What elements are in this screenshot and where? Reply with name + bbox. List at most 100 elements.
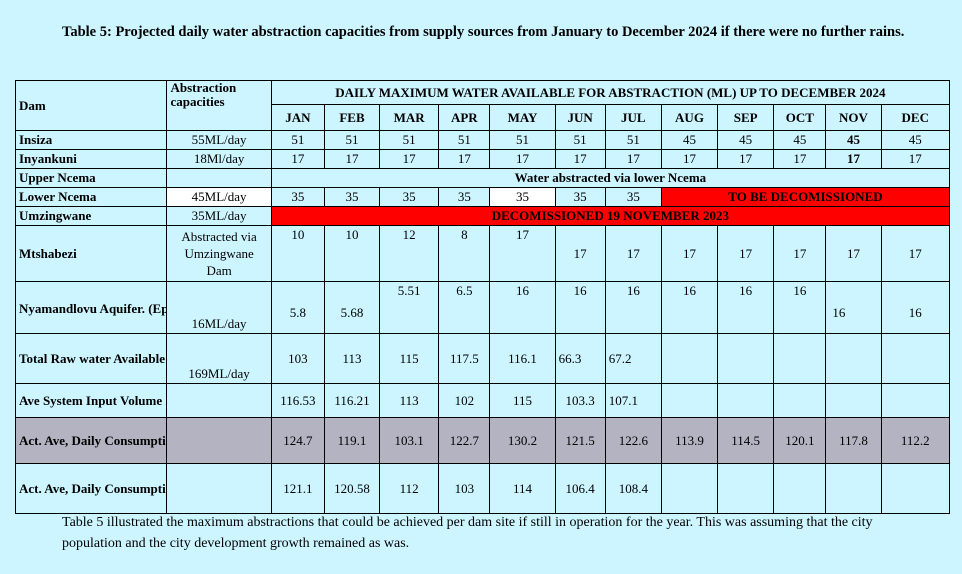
value-cell: 122.7 [438,417,491,464]
value-cell: 51 [489,130,556,150]
value-cell: 106.4 [554,463,606,514]
value-cell: 5.68 [323,281,381,334]
value-cell: 113.9 [660,417,719,464]
value-cell: 102 [438,383,491,418]
month-header: JUL [604,104,662,131]
value-cell: 10 [323,225,381,282]
value-cell: 45 [773,130,827,150]
value-cell: 116.53 [270,383,325,418]
value-cell: 6.5 [438,281,491,334]
month-header: OCT [773,104,827,131]
value-cell: 17 [270,149,325,169]
dam-name: Total Raw water Available for Treatment … [14,333,168,384]
value-cell [660,333,719,384]
dam-name: Umzingwane [14,206,168,226]
capacity-cell: 169ML/day [166,333,272,384]
value-cell [773,383,827,418]
table-row-act-2023: Act. Ave, Daily Consumption 2023 (ML/d) … [14,417,951,464]
dam-header: Dam [14,80,168,131]
value-cell: 17 [489,149,556,169]
dam-name: Ave System Input Volume 2024 (ML/d) [14,383,168,418]
value-cell: 114.5 [717,417,775,464]
dam-name: Upper Ncema [14,168,168,188]
value-cell [717,383,775,418]
dam-name: Lower Ncema [14,187,168,207]
value-cell [825,333,882,384]
value-cell: 122.6 [604,417,662,464]
value-cell: 35 [323,187,381,207]
capacity-cell [166,417,272,464]
value-cell: 66.3 [554,333,606,384]
value-cell [660,383,719,418]
capacity-cell [166,383,272,418]
value-cell: 116.1 [489,333,556,384]
value-cell: 17 [880,149,951,169]
month-header: JAN [270,104,325,131]
months-row: JAN FEB MAR APR MAY JUN JUL AUG SEP OCT … [16,104,951,131]
value-cell: 17 [660,225,719,282]
table-row-upper-ncema: Upper Ncema Water abstracted via lower N… [14,168,951,188]
value-cell: 17 [660,149,719,169]
value-cell: 35 [438,187,491,207]
month-header: APR [438,104,491,131]
value-cell: 117.5 [438,333,491,384]
capacity-cell: 45ML/day [166,187,272,207]
value-cell: 16 [660,281,719,334]
month-header: MAY [489,104,556,131]
value-cell: 51 [554,130,606,150]
value-cell: 16 [717,281,775,334]
value-cell: 114 [489,463,556,514]
table-row-mtshabezi: Mtshabezi Abstracted via Umzingwane Dam … [14,225,951,282]
value-cell: 16 [825,281,882,334]
value-cell: 17 [773,225,827,282]
capacity-cell [166,168,272,188]
value-cell [825,383,882,418]
value-cell: 35 [604,187,662,207]
value-cell [773,463,827,514]
capacity-cell [166,463,272,514]
water-abstraction-table: Dam Abstraction capacities DAILY MAXIMUM… [14,80,951,514]
value-cell: 103 [438,463,491,514]
month-header: JUN [554,104,606,131]
capacity-header: Abstraction capacities [166,80,272,131]
table-row-lower-ncema: Lower Ncema 45ML/day 35 35 35 35 35 35 3… [14,187,951,207]
value-cell: 119.1 [323,417,381,464]
value-cell: 45 [717,130,775,150]
header-row: Dam Abstraction capacities DAILY MAXIMUM… [14,80,951,131]
table-row-total-raw: Total Raw water Available for Treatment … [14,333,951,384]
value-cell: 112 [379,463,440,514]
value-cell: 17 [554,225,606,282]
month-header: DEC [880,104,951,131]
value-cell: 51 [323,130,381,150]
value-cell: 112.2 [880,417,951,464]
value-cell: 35 [270,187,325,207]
value-cell: 17 [604,149,662,169]
upper-ncema-note: Water abstracted via lower Ncema [270,168,951,188]
value-cell: 16 [773,281,827,334]
value-cell: 10 [270,225,325,282]
value-cell: 115 [489,383,556,418]
value-cell: 51 [438,130,491,150]
value-cell: 17 [880,225,951,282]
value-cell: 117.8 [825,417,882,464]
table-row-nyamandlovu: Nyamandlovu Aquifer. (Epping + Rochester… [14,281,951,334]
daily-max-header: DAILY MAXIMUM WATER AVAILABLE FOR ABSTRA… [270,80,951,105]
value-cell: 17 [554,149,606,169]
value-cell: 16 [880,281,951,334]
value-cell: 35 [489,187,556,207]
table-caption-paragraph: Table 5 illustrated the maximum abstract… [62,515,873,551]
value-cell: 16 [604,281,662,334]
value-cell: 17 [773,149,827,169]
value-cell: 120.1 [773,417,827,464]
value-cell: 17 [604,225,662,282]
value-cell: 45 [660,130,719,150]
value-cell: 51 [270,130,325,150]
capacity-cell: 55ML/day [166,130,272,150]
value-cell: 120.58 [323,463,381,514]
month-header: AUG [660,104,719,131]
value-cell: 116.21 [323,383,381,418]
value-cell: 108.4 [604,463,662,514]
value-cell: 107.1 [604,383,662,418]
value-cell: 51 [604,130,662,150]
capacity-cell: Abstracted via Umzingwane Dam [166,225,272,282]
